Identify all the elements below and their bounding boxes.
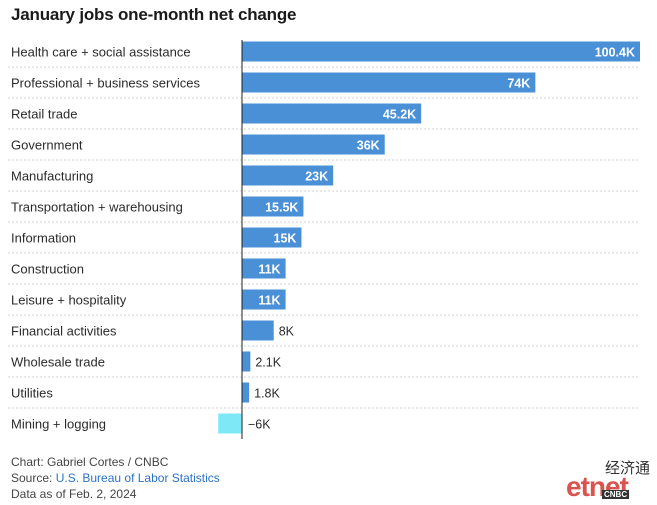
- value-label: 36K: [357, 139, 380, 153]
- value-label: 45.2K: [383, 108, 416, 122]
- data-date: Data as of Feb. 2, 2024: [11, 487, 137, 501]
- category-label: Health care + social assistance: [11, 45, 191, 60]
- bars: [218, 41, 640, 434]
- category-label: Leisure + hospitality: [11, 293, 127, 308]
- value-label: 8K: [279, 325, 295, 339]
- value-label: 2.1K: [255, 356, 281, 370]
- bar: [242, 382, 250, 403]
- bar: [242, 289, 286, 310]
- watermark-cn-text: 经济通: [604, 459, 650, 477]
- value-label: 100.4K: [595, 46, 635, 60]
- value-label: 23K: [305, 170, 328, 184]
- value-label: 11K: [258, 263, 280, 277]
- value-label: 11K: [258, 294, 280, 308]
- bar: [242, 196, 304, 217]
- bar: [242, 165, 334, 186]
- etnet-watermark-logo: 经济通 etnet CNBC: [566, 457, 654, 505]
- watermark-badge: CNBC: [602, 490, 630, 499]
- bar: [242, 227, 302, 248]
- category-label: Information: [11, 231, 76, 246]
- bar: [242, 103, 422, 124]
- value-labels: 100.4K 74K 45.2K 36K 23K 15.5K 15K 11K 11K 8K 2.1K…: [248, 46, 635, 432]
- value-label: 15.5K: [265, 201, 298, 215]
- bar: [242, 351, 251, 372]
- chart-source: Source: U.S. Bureau of Labor Statistics: [11, 471, 220, 485]
- category-label: Mining + logging: [11, 417, 106, 432]
- bar: [242, 320, 274, 341]
- source-prefix: Source:: [11, 471, 56, 485]
- category-label: Utilities: [11, 386, 53, 401]
- chart-title: January jobs one-month net change: [11, 5, 297, 24]
- category-label: Wholesale trade: [11, 355, 105, 370]
- row-separators: [8, 66, 640, 409]
- bar: [242, 258, 286, 279]
- category-label: Financial activities: [11, 324, 117, 339]
- category-label: Manufacturing: [11, 169, 93, 184]
- bar: [242, 134, 385, 155]
- category-label: Retail trade: [11, 107, 77, 122]
- category-labels: Health care + social assistance Professio…: [11, 45, 200, 432]
- category-label: Government: [11, 138, 83, 153]
- value-label: −6K: [248, 418, 271, 432]
- category-label: Professional + business services: [11, 76, 200, 91]
- bar: [242, 72, 536, 93]
- value-label: 15K: [274, 232, 297, 246]
- value-label: 1.8K: [254, 387, 280, 401]
- category-label: Transportation + warehousing: [11, 200, 183, 215]
- bar: [242, 41, 640, 62]
- category-label: Construction: [11, 262, 84, 277]
- source-link[interactable]: U.S. Bureau of Labor Statistics: [55, 471, 220, 485]
- bar-chart: Health care + social assistance Professio…: [8, 40, 640, 439]
- bar: [218, 413, 242, 434]
- chart-credit: Chart: Gabriel Cortes / CNBC: [11, 455, 169, 469]
- value-label: 74K: [507, 77, 530, 91]
